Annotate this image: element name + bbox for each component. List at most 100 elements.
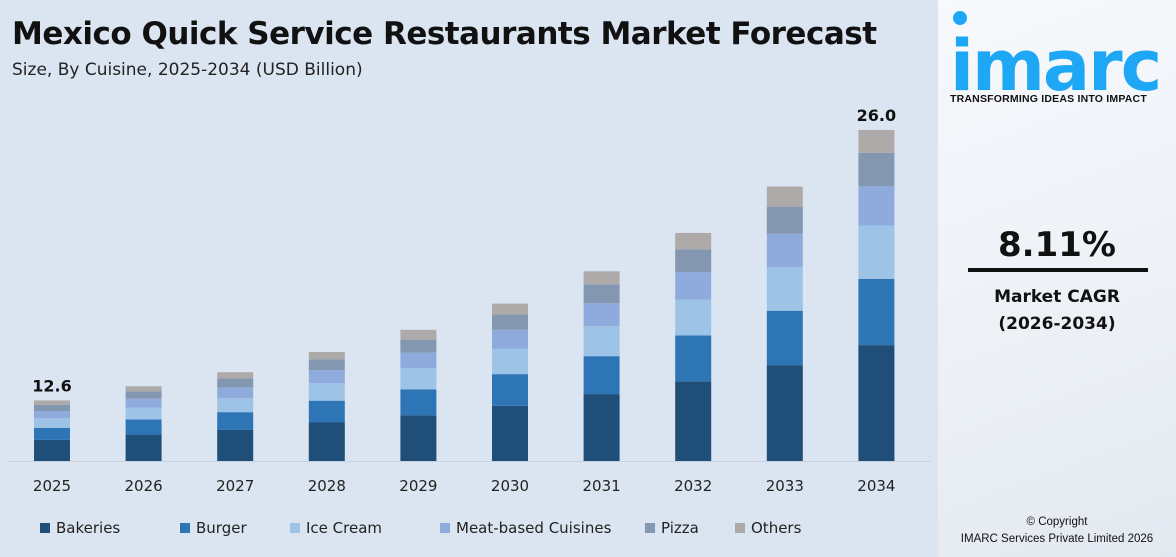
bar-segment-meat-based-cuisines-2032 [675,272,712,300]
cagr-value: 8.11% [998,225,1116,265]
x-tick-label: 2030 [491,477,529,495]
bar-segment-bakeries-2026 [125,434,162,461]
x-tick-label: 2034 [857,477,895,495]
bar-segment-others-2027 [217,372,254,379]
x-tick-label: 2025 [33,477,71,495]
bar-segment-meat-based-cuisines-2031 [583,303,620,327]
bar-segment-burger-2025 [34,427,70,440]
bar-segment-meat-based-cuisines-2028 [308,370,345,384]
x-tick-label: 2033 [766,477,804,495]
bar-segment-meat-based-cuisines-2025 [34,411,70,419]
legend-swatch [645,523,655,533]
legend-swatch [180,523,190,533]
bar-segment-meat-based-cuisines-2027 [217,387,254,399]
bar-segment-burger-2029 [400,389,437,416]
bar-segment-ice-cream-2033 [766,266,803,311]
bar-segment-ice-cream-2032 [675,299,712,336]
bar-segment-bakeries-2030 [492,405,528,461]
cagr-label: Market CAGR (2026-2034) [938,284,1176,338]
total-label: 26.0 [857,106,896,125]
bar-segment-others-2032 [675,232,712,250]
legend-label: Ice Cream [306,519,383,537]
bar-segment-pizza-2033 [766,206,803,234]
x-tick-label: 2029 [399,477,437,495]
bar-segment-pizza-2028 [308,359,345,371]
bar-segment-bakeries-2034 [858,345,895,461]
bar-segment-ice-cream-2027 [217,398,254,413]
chart-title: Mexico Quick Service Restaurants Market … [12,16,877,52]
total-label: 12.6 [32,376,71,395]
legend-swatch [40,523,50,533]
bar-segment-ice-cream-2029 [400,368,437,390]
copyright: © Copyright IMARC Services Private Limit… [938,514,1176,548]
bar-segment-burger-2030 [492,374,528,406]
bar-segment-meat-based-cuisines-2026 [125,398,162,408]
bar-segment-meat-based-cuisines-2029 [400,352,437,369]
brand-tagline: TRANSFORMING IDEAS INTO IMPACT [950,93,1147,105]
bar-segment-others-2028 [308,352,345,360]
bar-segment-bakeries-2027 [217,429,254,461]
cagr-label-line2: (2026-2034) [998,314,1116,334]
chart-panel: Mexico Quick Service Restaurants Market … [8,16,930,537]
bar-segment-ice-cream-2026 [125,407,162,420]
bar-segment-bakeries-2032 [675,381,712,461]
bar-segment-ice-cream-2028 [308,383,345,401]
legend-item: Meat-based Cuisines [440,519,645,537]
legend-swatch [290,523,300,533]
bar-segment-pizza-2030 [492,314,528,330]
legend-swatch [735,523,745,533]
x-tick-label: 2028 [308,477,346,495]
bar-segment-others-2025 [34,400,70,405]
bar-segment-pizza-2034 [858,152,895,187]
bar-segment-ice-cream-2034 [858,225,895,279]
bar-segment-bakeries-2029 [400,415,437,461]
bar-segment-pizza-2029 [400,339,437,353]
copyright-line1: © Copyright [1026,516,1088,528]
bar-segment-burger-2028 [308,400,345,423]
bar-segment-pizza-2032 [675,249,712,273]
bar-segment-bakeries-2033 [766,365,803,461]
legend-label: Meat-based Cuisines [456,519,612,537]
legend-label: Bakeries [56,519,121,537]
bar-segment-pizza-2027 [217,378,254,388]
brand-panel: imarc TRANSFORMING IDEAS INTO IMPACT 8.1… [938,0,1176,557]
bar-segment-bakeries-2025 [34,439,70,461]
imarc-logo: imarc [950,11,1162,95]
bar-segment-burger-2027 [217,412,254,430]
stacked-bar-chart: 2025 12.6 2026 2027 2028 2029 2030 2031 2032 2033… [8,106,930,495]
divider [968,268,1148,272]
bar-segment-pizza-2031 [583,284,620,304]
legend-item: Burger [180,519,290,537]
bar-segment-burger-2031 [583,356,620,395]
bar-segment-bakeries-2028 [308,422,345,461]
legend-swatch [440,523,450,533]
legend-item: Bakeries [40,519,180,537]
x-tick-label: 2031 [583,477,621,495]
bar-segment-others-2033 [766,186,803,207]
svg-text:imarc: imarc [950,25,1160,95]
legend: Bakeries Burger Ice Cream Meat-based Cuisin… [40,519,815,537]
bar-segment-others-2026 [125,386,162,392]
x-tick-label: 2026 [125,477,163,495]
legend-item: Ice Cream [290,519,440,537]
legend-label: Burger [196,519,247,537]
bar-segment-bakeries-2031 [583,394,620,461]
bar-segment-pizza-2026 [125,391,162,399]
legend-label: Others [751,519,802,537]
bar-segment-burger-2032 [675,335,712,382]
bar-segment-others-2029 [400,329,437,340]
bar-segment-burger-2026 [125,419,162,435]
legend-item: Others [735,519,815,537]
chart-subtitle: Size, By Cuisine, 2025-2034 (USD Billion… [12,60,363,80]
bar-segment-burger-2033 [766,310,803,366]
legend-label: Pizza [661,519,699,537]
x-tick-label: 2027 [216,477,254,495]
bar-segment-pizza-2025 [34,404,70,412]
bar-segment-ice-cream-2031 [583,326,620,357]
copyright-line2: IMARC Services Private Limited 2026 [960,533,1154,545]
bar-segment-others-2031 [583,271,620,285]
bar-segment-burger-2034 [858,278,895,346]
bar-segment-others-2030 [492,303,528,315]
bar-segment-meat-based-cuisines-2034 [858,186,895,226]
legend-item: Pizza [645,519,735,537]
